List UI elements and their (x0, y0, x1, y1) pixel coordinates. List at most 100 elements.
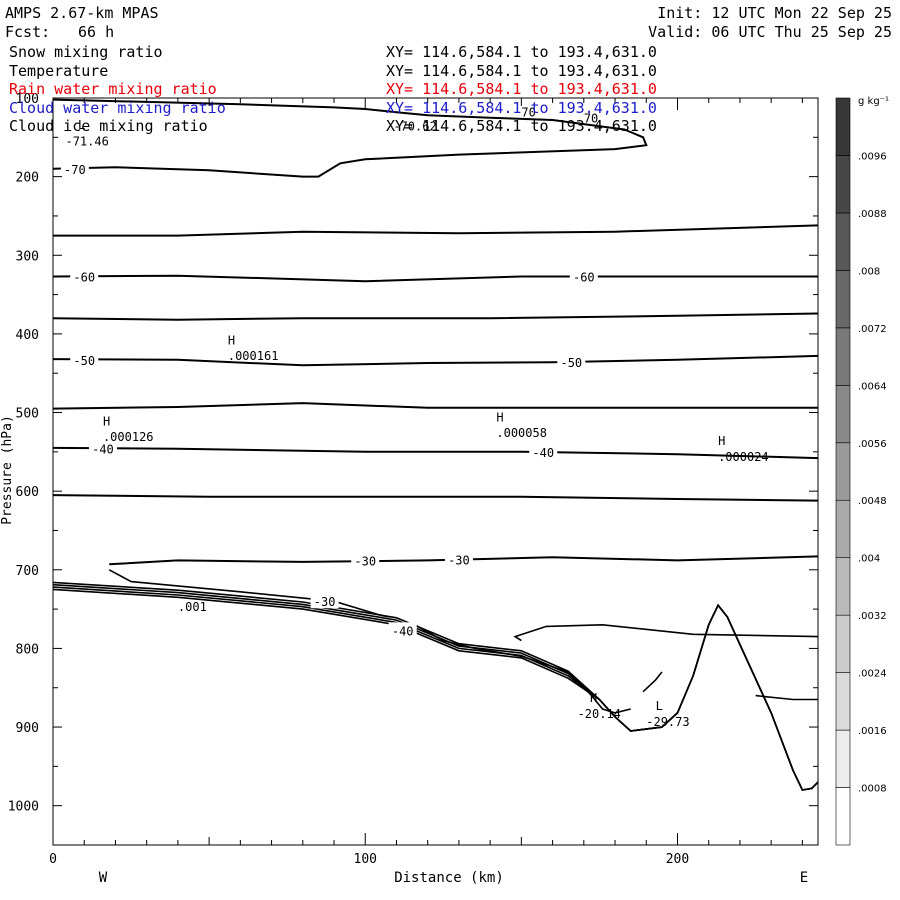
field-xy-range: XY= 114.6,584.1 to 193.4,631.0 (386, 43, 657, 61)
x-tick-label: 0 (49, 852, 57, 867)
colorbar-tick-label: .0048 (858, 496, 887, 507)
colorbar-tick-label: .008 (858, 266, 880, 277)
colorbar-tick-label: .0096 (858, 151, 887, 162)
x-axis-left-end-label: W (99, 870, 108, 886)
colorbar-tick-label: .0064 (858, 381, 887, 392)
extremum-annotation: -29.73 (646, 715, 689, 729)
x-axis: 0 100 200 (49, 98, 803, 867)
init-time: Init: 12 UTC Mon 22 Sep 25 (657, 4, 892, 22)
x-tick-label: 200 (666, 852, 689, 867)
y-axis-label: Pressure (hPa) (0, 415, 15, 525)
y-tick-label: 400 (16, 328, 39, 343)
y-tick-label: 300 (16, 249, 39, 264)
forecast-label: Fcst: (5, 23, 51, 41)
extremum-annotation: H (228, 333, 235, 347)
colorbar-tick-label: .004 (858, 554, 880, 565)
y-tick-label: 900 (16, 721, 39, 736)
contour-label-bg (70, 268, 99, 284)
colorbar-tick-label: .0072 (858, 324, 887, 335)
contour-label: -40 (392, 624, 414, 638)
isotherm-line (53, 274, 818, 283)
contour-label: -40 (92, 443, 114, 457)
field-name: Temperature (9, 61, 109, 80)
colorbar-swatch (835, 557, 851, 616)
colorbar-tick-label: .0032 (858, 611, 887, 622)
colorbar-legend: .0008 .0016 .0024 .0032 .004 .0048 .0056 .0064.… (835, 97, 887, 846)
inner-contour (108, 569, 391, 618)
y-tick-label: 200 (16, 171, 39, 186)
isotherm-line (53, 312, 818, 321)
inner-contour (642, 671, 663, 693)
contour-label-bg (70, 351, 99, 367)
contour-label: -60 (73, 270, 95, 284)
isotherm-line (53, 354, 818, 367)
y-tick-label: 1000 (8, 800, 39, 815)
contour-label-bg (351, 552, 380, 568)
extremum-annotation: .000161 (228, 349, 279, 363)
colorbar-tick-label: .0016 (858, 726, 887, 737)
isotherm-line (53, 446, 818, 460)
contour-label: -50 (560, 356, 582, 370)
y-tick-label: 800 (16, 642, 39, 657)
extremum-annotation: H (103, 414, 110, 428)
colorbar-swatch (835, 385, 851, 444)
field-xy-range: XY= 114.6,584.1 to 193.4,631.0 (386, 80, 657, 98)
field-xy-range: XY= 114.6,584.1 to 193.4,631.0 (386, 117, 657, 135)
contour-label: -60 (573, 270, 595, 284)
contour-label-bg (444, 551, 473, 567)
plot-background (53, 98, 818, 845)
colorbar-unit: g kg⁻¹ (858, 96, 889, 107)
field-name: Cloud ice mixing ratio (9, 117, 208, 135)
contour-layer: -70 -60 -60 -50 -50 -40 -40 -30 -30 -30 -40 (53, 98, 818, 791)
contour-label: -30 (448, 554, 470, 568)
field-xy-range: XY= 114.6,584.1 to 193.4,631.0 (386, 61, 657, 80)
contour-label-bg (60, 160, 89, 176)
extremum-annotation: .000024 (718, 450, 769, 464)
contour-label-bg (88, 440, 117, 456)
colorbar-tick-label: .0024 (858, 669, 887, 680)
extremum-annotation: -70.62 (393, 120, 436, 134)
extremum-annotation: .000126 (103, 430, 154, 444)
extremum-annotation: .000058 (496, 426, 547, 440)
forecast-hour: 66 h (78, 23, 115, 41)
colorbar-swatch (835, 442, 851, 501)
extremum-annotation: 70 (521, 105, 535, 119)
colorbar-swatch (835, 270, 851, 329)
y-tick-label: 500 (16, 407, 39, 422)
isotherm-line (53, 224, 818, 237)
contour-label: -40 (532, 446, 554, 460)
contour-label: -70 (64, 163, 86, 177)
colorbar-swatch (835, 729, 851, 788)
extremum-annotation: H (718, 434, 725, 448)
contour-label-bg (388, 622, 417, 638)
isotherm-line (53, 402, 818, 410)
extremum-annotation: L (78, 118, 85, 132)
y-tick-label: 100 (16, 92, 39, 107)
contour-label-bg (310, 593, 339, 609)
extremum-annotation: -71.46 (65, 134, 108, 148)
extremum-annotation: L (656, 699, 663, 713)
y-tick-label: 600 (16, 485, 39, 500)
model-title: AMPS 2.67-km MPAS (5, 4, 159, 22)
field-name: Snow mixing ratio (9, 43, 163, 61)
colorbar-swatch (835, 97, 851, 156)
extremum-annotation: 70 (584, 112, 598, 126)
contour-label: -50 (73, 354, 95, 368)
contour-label: -30 (314, 595, 336, 609)
isotherm-line (53, 494, 818, 502)
colorbar-tick-label: .0088 (858, 209, 887, 220)
field-name: Cloud water mixing ratio (9, 98, 226, 117)
isotherm-line (53, 98, 648, 178)
field-name: Rain water mixing ratio (9, 80, 217, 98)
terrain-contour (53, 581, 818, 791)
x-axis-right-end-label: E (800, 870, 808, 886)
contour-label-bg (569, 268, 598, 284)
y-axis: 100 200 300 400 500 600 700 800 900 1000 (8, 92, 818, 846)
x-axis-label: Distance (km) (394, 870, 504, 886)
extremum-annotation: H (496, 410, 503, 424)
contour-label-bg (529, 443, 558, 459)
valid-time: Valid: 06 UTC Thu 25 Sep 25 (648, 23, 892, 41)
colorbar-tick-label: .0056 (858, 439, 887, 450)
inner-contour (411, 622, 631, 714)
